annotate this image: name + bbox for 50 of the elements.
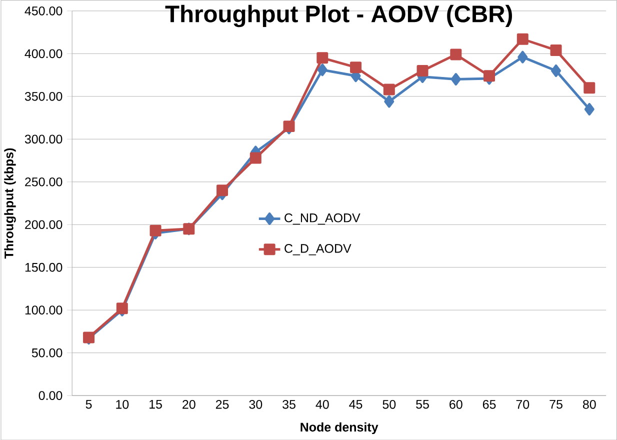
x-tick-label: 60 (450, 400, 462, 409)
y-tick-label: 100.00 (25, 306, 62, 314)
y-tick-label: 150.00 (25, 262, 62, 272)
point (484, 70, 496, 82)
y-tick-label: 0.00 (38, 391, 62, 400)
point (283, 120, 295, 132)
x-tick-label: 65 (482, 400, 496, 409)
x-tick-label: 70 (516, 400, 530, 409)
x-tick-label: 55 (416, 400, 429, 409)
x-tick-label: 75 (550, 400, 562, 409)
point (383, 84, 395, 96)
y-tick-label: 300.00 (24, 134, 62, 144)
point (584, 82, 596, 94)
point (350, 61, 362, 73)
point (216, 184, 228, 196)
y-tick-label: 200.00 (25, 220, 62, 229)
point (317, 64, 328, 76)
y-tick-label: 350.00 (24, 92, 62, 101)
x-tick-label: 25 (216, 400, 229, 409)
chart-title: Throughput Plot - AODV (CBR) (165, 4, 512, 28)
x-axis-title: Node density (300, 422, 378, 434)
point (518, 50, 528, 64)
x-tick-label: 40 (316, 400, 329, 409)
point (450, 48, 462, 60)
point (516, 33, 528, 45)
point (150, 224, 162, 236)
x-tick-label: 80 (582, 400, 596, 409)
legend-label: C_D_AODV (284, 244, 352, 256)
point (450, 72, 461, 86)
x-tick-label: 10 (116, 400, 129, 409)
y-tick-label: 50.00 (32, 348, 62, 358)
x-tick-label: 5 (86, 400, 92, 409)
x-tick-label: 50 (382, 400, 396, 409)
x-tick-label: 20 (182, 400, 196, 409)
point (416, 64, 428, 76)
x-tick-label: 45 (349, 400, 362, 409)
point (316, 52, 328, 64)
point (250, 152, 262, 164)
point (384, 95, 394, 108)
point (550, 44, 562, 56)
y-tick-label: 450.00 (24, 6, 62, 16)
y-axis-title: Throughput (kbps) (4, 148, 16, 259)
x-tick-label: 15 (150, 400, 162, 409)
y-tick-label: 400.00 (24, 49, 62, 58)
point (551, 64, 562, 77)
x-tick-label: 30 (249, 400, 262, 409)
x-tick-label: 35 (282, 400, 296, 409)
point (584, 102, 594, 116)
legend-label: C_ND_AODV (284, 213, 360, 225)
y-tick-label: 250.00 (25, 177, 62, 186)
